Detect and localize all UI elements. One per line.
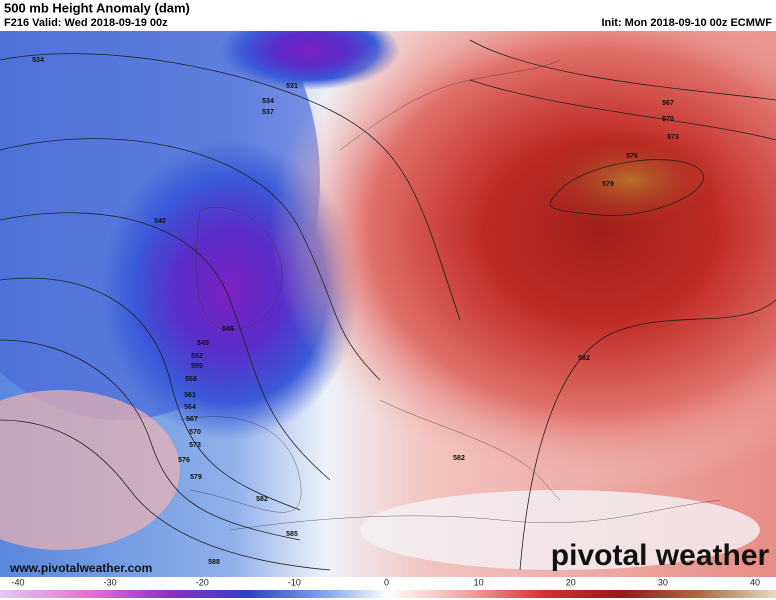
contour-label: 567: [662, 100, 674, 107]
contour-label: 540: [154, 218, 166, 225]
colorbar-tick-label: 30: [658, 577, 668, 587]
contour-label: 534: [262, 98, 274, 105]
contour-label: 576: [178, 457, 190, 464]
brand-watermark: pivotal weather: [551, 539, 770, 572]
contour-label: 585: [286, 531, 298, 538]
coastlines: [179, 59, 721, 531]
contours: [0, 39, 776, 571]
high-core: [530, 130, 730, 230]
colorbar-ticks: -40 -30 -20 -10 0 10 20 30 40: [11, 577, 760, 587]
contour-label: 579: [602, 181, 614, 188]
contour-label: 573: [667, 134, 679, 141]
contour-label: 534: [32, 57, 44, 64]
contour-label: 549: [197, 340, 209, 347]
website: www.pivotalweather.com: [9, 561, 152, 575]
contour-label: 537: [262, 109, 274, 116]
contour-label: 588: [208, 559, 220, 566]
contour-label: 576: [626, 153, 638, 160]
colorbar-tick-label: -40: [11, 577, 24, 587]
colorbar-tick-label: 0: [384, 577, 389, 587]
contour-label: 582: [578, 355, 590, 362]
contour-label: 579: [190, 474, 202, 481]
init-time: Init: Mon 2018-09-10 00z ECMWF: [601, 17, 772, 29]
contour-label: 567: [186, 416, 198, 423]
contour-label: 570: [662, 116, 674, 123]
contour-labels: 534 531 534 537 540 546 549 552 555 558 561 564 567 5…: [32, 57, 679, 566]
colorbar-tick-label: 10: [474, 577, 484, 587]
colorbar-tick-label: 40: [750, 577, 760, 587]
contour-label: 555: [191, 363, 203, 370]
contour-label: 558: [185, 376, 197, 383]
contour-label: 582: [453, 455, 465, 462]
contour-label: 561: [184, 392, 196, 399]
colorbar-tick-label: -20: [196, 577, 209, 587]
contour-label: 582: [256, 496, 268, 503]
colorbar-tick-label: 20: [566, 577, 576, 587]
colorbar: [0, 590, 776, 598]
contour-label: 546: [222, 326, 234, 333]
contour-label: 573: [189, 442, 201, 449]
contour-label: 570: [189, 429, 201, 436]
title: 500 mb Height Anomaly (dam): [4, 0, 190, 15]
valid-time: F216 Valid: Wed 2018-09-19 00z: [4, 17, 168, 29]
warm-southwest: [0, 390, 180, 550]
contour-label: 564: [184, 404, 196, 411]
colorbar-tick-label: -10: [288, 577, 301, 587]
contour-label: 531: [286, 83, 298, 90]
map: [0, 31, 776, 577]
colorbar-tick-label: -30: [104, 577, 117, 587]
contour-label: 552: [191, 353, 203, 360]
